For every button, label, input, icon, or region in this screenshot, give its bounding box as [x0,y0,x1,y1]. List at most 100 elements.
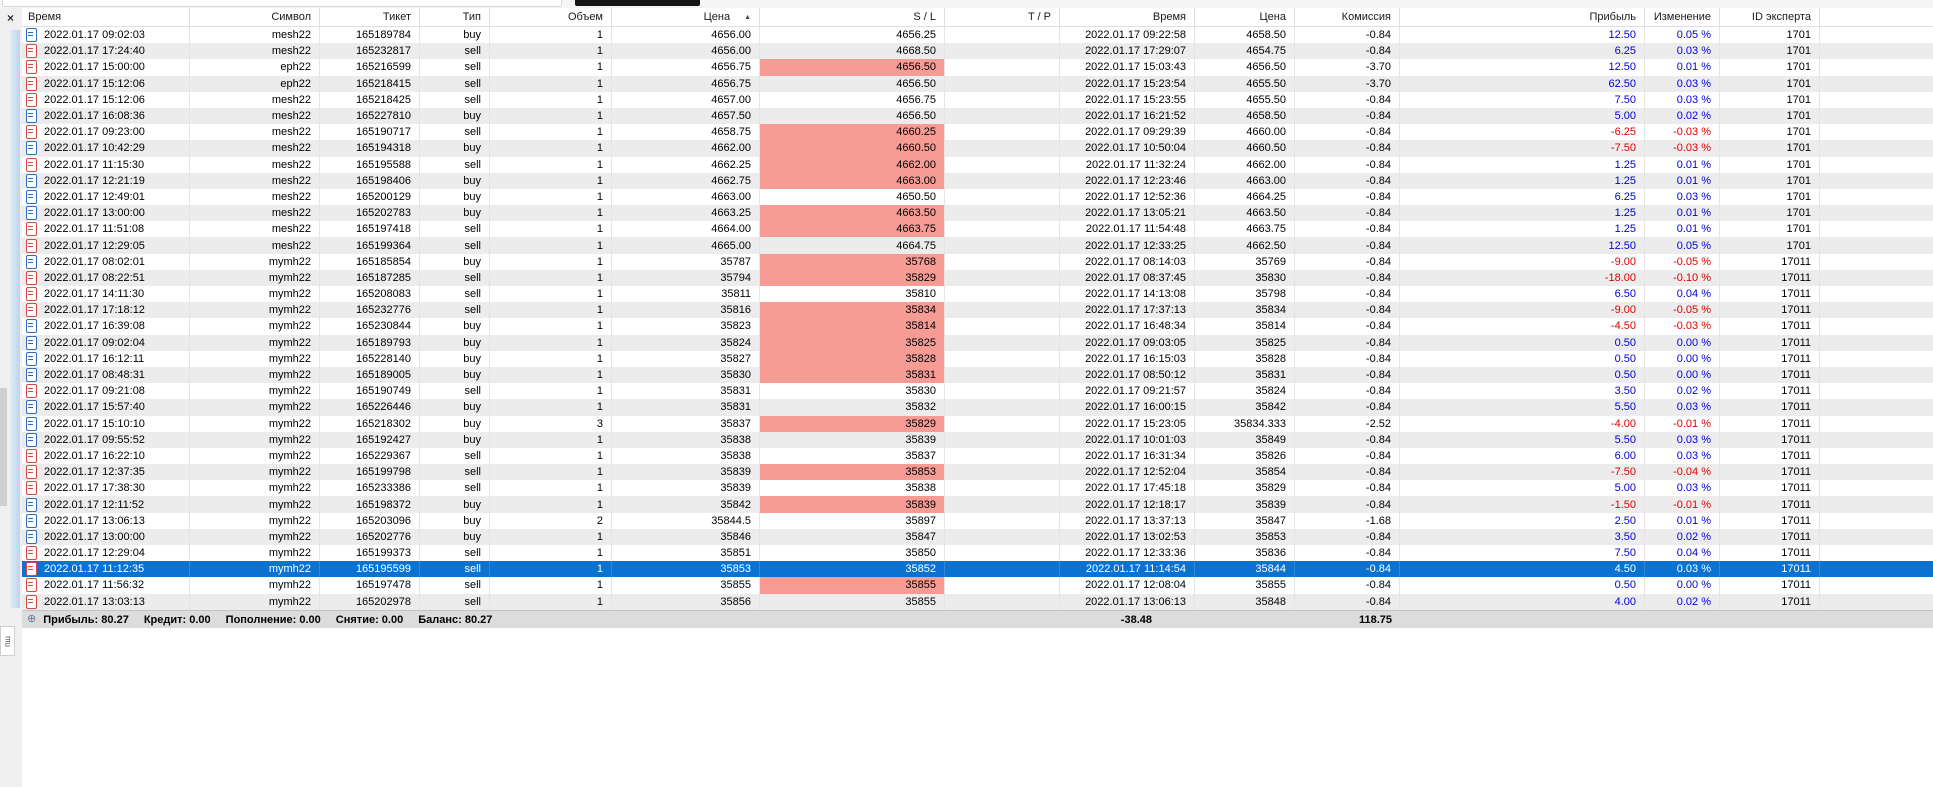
col-header-tp[interactable]: T / P [945,8,1060,26]
history-row[interactable]: 2022.01.17 09:23:00 mesh22 165190717 sell 1 4… [22,124,1933,141]
cell-type: buy [420,431,490,448]
history-row[interactable]: 2022.01.17 15:57:40 mymh22 165226446 buy 1 35… [22,399,1933,416]
col-header-symbol[interactable]: Символ [190,8,320,26]
history-row[interactable]: 2022.01.17 17:18:12 mymh22 165232776 sell 1 3… [22,302,1933,319]
history-row[interactable]: 2022.01.17 10:42:29 mesh22 165194318 buy 1 46… [22,140,1933,157]
history-row[interactable]: 2022.01.17 12:29:05 mesh22 165199364 sell 1 4… [22,237,1933,254]
history-row[interactable]: 2022.01.17 11:56:32 mymh22 165197478 sell 1 3… [22,577,1933,594]
col-header-commission[interactable]: Комиссия [1295,8,1400,26]
cell-close-time: 2022.01.17 13:37:13 [1060,512,1195,529]
cell-tp [945,528,1060,545]
history-row[interactable]: 2022.01.17 16:39:08 mymh22 165230844 buy 1 35… [22,318,1933,335]
history-row[interactable]: 2022.01.17 13:03:13 mymh22 165202978 sell 1 3… [22,593,1933,610]
history-row[interactable]: 2022.01.17 15:00:00 eph22 165216599 sell 1 46… [22,59,1933,76]
history-row[interactable]: 2022.01.17 15:12:06 mesh22 165218425 sell 1 4… [22,91,1933,108]
cell-sl: 35832 [760,399,945,416]
cell-type: sell [420,43,490,60]
col-header-volume[interactable]: Объем [490,8,612,26]
history-row[interactable]: 2022.01.17 16:08:36 mesh22 165227810 buy 1 46… [22,107,1933,125]
cell-open-time: 2022.01.17 09:02:04 [22,334,190,351]
history-row[interactable]: 2022.01.17 08:48:31 mymh22 165189005 buy 1 35… [22,366,1933,384]
cell-open-price: 4663.00 [612,188,760,206]
cell-filler [1820,189,1933,205]
col-header-expert-id[interactable]: ID эксперта [1720,8,1820,26]
cell-open-price: 35855 [612,577,760,594]
history-row[interactable]: 2022.01.17 12:49:01 mesh22 165200129 buy 1 46… [22,188,1933,206]
history-row[interactable]: 2022.01.17 08:02:01 mymh22 165185854 buy 1 35… [22,253,1933,270]
cell-profit: 12.50 [1400,59,1645,76]
cell-volume: 1 [490,383,612,400]
cell-close-price: 35847 [1195,512,1295,529]
cell-profit: -18.00 [1400,269,1645,286]
cell-commission: -0.84 [1295,107,1400,125]
cell-filler [1820,205,1933,221]
col-header-change[interactable]: Изменение [1645,8,1720,26]
history-row[interactable]: 2022.01.17 09:02:04 mymh22 165189793 buy 1 35… [22,334,1933,351]
vertical-tab[interactable]: пш [0,626,15,656]
top-strip-light-segment [2,0,562,7]
cell-expert-id: 1701 [1720,27,1820,44]
col-header-close-time[interactable]: Время [1060,8,1195,26]
history-row[interactable]: 2022.01.17 11:12:35 mymh22 165195599 sell 1 3… [22,561,1933,578]
cell-filler [1820,529,1933,545]
cell-open-time: 2022.01.17 17:38:30 [22,480,190,497]
cell-symbol: mymh22 [190,545,320,562]
cell-open-time: 2022.01.17 09:02:03 [22,27,190,44]
cell-change: 0.04 % [1645,545,1720,562]
history-row[interactable]: 2022.01.17 16:12:11 mymh22 165228140 buy 1 35… [22,350,1933,367]
cell-close-time: 2022.01.17 09:29:39 [1060,124,1195,141]
history-row[interactable]: 2022.01.17 12:37:35 mymh22 165199798 sell 1 3… [22,464,1933,481]
history-row[interactable]: 2022.01.17 12:29:04 mymh22 165199373 sell 1 3… [22,545,1933,562]
history-row[interactable]: 2022.01.17 13:00:00 mesh22 165202783 buy 1 46… [22,205,1933,222]
history-row[interactable]: 2022.01.17 13:00:00 mymh22 165202776 buy 1 35… [22,528,1933,545]
history-row[interactable]: 2022.01.17 17:38:30 mymh22 165233386 sell 1 3… [22,480,1933,497]
history-row[interactable]: 2022.01.17 12:11:52 mymh22 165198372 buy 1 35… [22,496,1933,513]
cell-volume: 1 [490,302,612,319]
history-row[interactable]: 2022.01.17 15:10:10 mymh22 165218302 buy 3 35… [22,415,1933,432]
history-row[interactable]: 2022.01.17 15:12:06 eph22 165218415 sell 1 46… [22,75,1933,92]
cell-ticket: 165199373 [320,545,420,562]
close-button[interactable]: × [6,11,14,25]
history-row[interactable]: 2022.01.17 13:06:13 mymh22 165203096 buy 2 35… [22,512,1933,529]
cell-type: buy [420,415,490,432]
history-row[interactable]: 2022.01.17 09:02:03 mesh22 165189784 buy 1 46… [22,27,1933,44]
cell-sl: 35829 [760,415,945,432]
history-row[interactable]: 2022.01.17 09:21:08 mymh22 165190749 sell 1 3… [22,383,1933,400]
cell-expert-id: 17011 [1720,577,1820,594]
cell-type: sell [420,156,490,173]
cell-close-time: 2022.01.17 12:08:04 [1060,577,1195,594]
history-row[interactable]: 2022.01.17 11:15:30 mesh22 165195588 sell 1 4… [22,156,1933,173]
cell-sl: 4660.50 [760,140,945,157]
cell-open-time: 2022.01.17 13:06:13 [22,512,190,529]
cell-symbol: mymh22 [190,318,320,335]
scrollbar-thumb[interactable] [0,388,7,506]
cell-profit: 1.25 [1400,221,1645,238]
cell-close-time: 2022.01.17 11:54:48 [1060,221,1195,238]
col-header-close-price[interactable]: Цена [1195,8,1295,26]
cell-filler [1820,318,1933,334]
col-header-ticket[interactable]: Тикет [320,8,420,26]
cell-sl: 35834 [760,302,945,319]
history-row[interactable]: 2022.01.17 09:55:52 mymh22 165192427 buy 1 35… [22,431,1933,448]
history-row[interactable]: 2022.01.17 16:22:10 mymh22 165229367 sell 1 3… [22,447,1933,465]
order-sell-icon [26,562,37,577]
col-header-type[interactable]: Тип [420,8,490,26]
cell-tp [945,59,1060,76]
history-row[interactable]: 2022.01.17 14:11:30 mymh22 165208083 sell 1 3… [22,286,1933,303]
cell-expert-id: 1701 [1720,107,1820,125]
cell-type: buy [420,512,490,529]
col-header-open-time[interactable]: Время [22,8,190,26]
col-header-open-price[interactable]: Цена ▲ [612,8,760,26]
order-sell-icon [26,44,37,59]
cell-expert-id: 17011 [1720,528,1820,545]
history-row[interactable]: 2022.01.17 17:24:40 mesh22 165232817 sell 1 4… [22,43,1933,60]
history-row[interactable]: 2022.01.17 11:51:08 mesh22 165197418 sell 1 4… [22,221,1933,238]
history-row[interactable]: 2022.01.17 08:22:51 mymh22 165187285 sell 1 3… [22,269,1933,286]
cell-filler [1820,416,1933,432]
col-header-sl[interactable]: S / L [760,8,945,26]
col-header-profit[interactable]: Прибыль [1400,8,1645,26]
cell-expert-id: 1701 [1720,124,1820,141]
cell-expert-id: 17011 [1720,383,1820,400]
history-row[interactable]: 2022.01.17 12:21:19 mesh22 165198406 buy 1 46… [22,172,1933,189]
cell-volume: 2 [490,512,612,529]
